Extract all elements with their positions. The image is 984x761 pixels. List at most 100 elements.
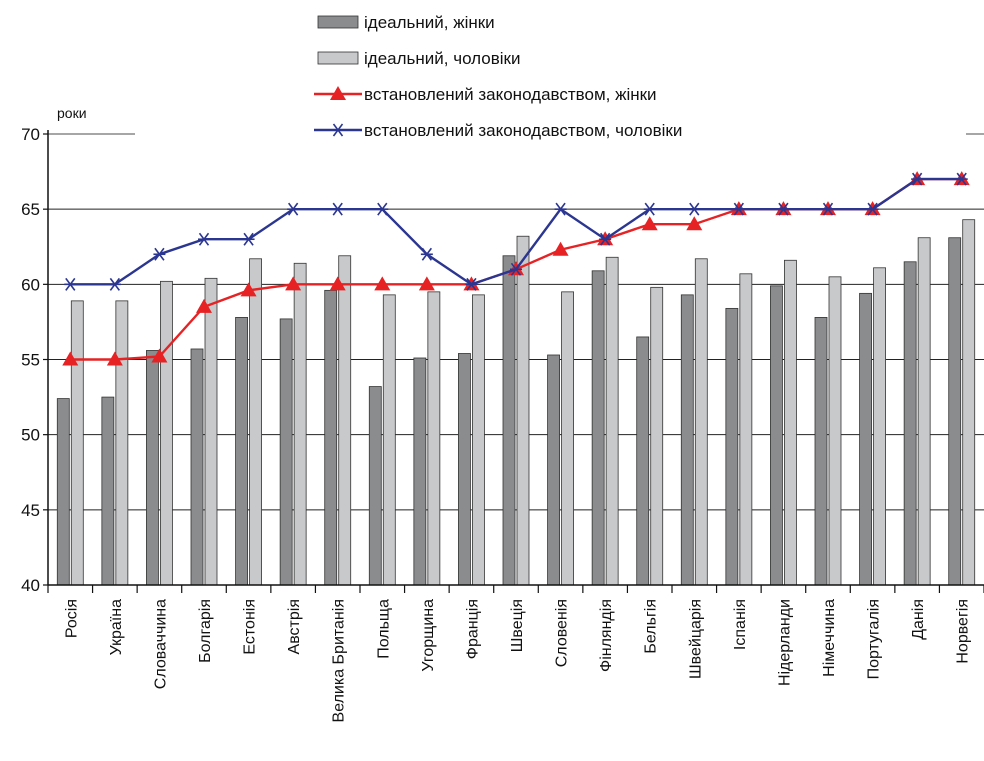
bar-women-ideal — [502, 255, 516, 586]
y-tick-label: 65 — [21, 200, 40, 219]
bar-men-ideal — [516, 235, 530, 586]
x-tick-label: Естонія — [242, 599, 259, 655]
bar-men-ideal — [115, 300, 129, 586]
point-men-legal — [554, 202, 567, 216]
point-men-legal — [777, 202, 790, 216]
y-tick-label: 55 — [21, 351, 40, 370]
x-tick-label: Україна — [108, 599, 125, 656]
y-axis-unit-label: роки — [57, 105, 87, 121]
legend-bar-1-swatch — [317, 51, 359, 65]
legend-line-2-marker — [330, 86, 346, 100]
bar-women-ideal — [324, 289, 338, 586]
point-men-legal — [64, 277, 77, 291]
point-women-legal — [641, 216, 658, 231]
bar-women-ideal — [413, 357, 427, 586]
legend-line-3-marker — [332, 123, 344, 137]
x-tick-label: Велика Британія — [331, 599, 348, 722]
bar-women-ideal — [948, 237, 962, 586]
point-women-legal — [62, 351, 79, 366]
point-men-legal — [108, 277, 121, 291]
x-tick-label: Німеччина — [821, 599, 838, 677]
bar-women-ideal — [368, 386, 382, 586]
bar-women-ideal — [279, 318, 293, 586]
x-tick-label: Норвегія — [955, 599, 972, 664]
point-women-legal — [686, 216, 703, 231]
bar-men-ideal — [70, 300, 84, 586]
legend-bar-1-label: ідеальний, чоловіки — [364, 49, 520, 68]
bar-men-ideal — [204, 277, 218, 586]
bar-men-ideal — [605, 256, 619, 586]
bar-women-ideal — [101, 396, 115, 586]
legend-line-2-label: встановлений законодавством, жінки — [364, 85, 657, 104]
point-men-legal — [510, 262, 522, 276]
legend-bar-0-swatch — [317, 15, 359, 29]
bar-women-ideal — [636, 336, 650, 586]
bar-women-ideal — [680, 294, 694, 586]
point-men-legal — [287, 202, 300, 216]
point-women-legal — [285, 276, 302, 291]
bar-men-ideal — [160, 280, 173, 586]
y-tick-label: 70 — [21, 125, 40, 144]
x-tick-label: Швеція — [509, 599, 526, 652]
point-women-legal — [552, 241, 569, 256]
point-men-legal — [643, 202, 656, 216]
x-tick-label: Польща — [375, 599, 392, 659]
bar-men-ideal — [784, 259, 797, 586]
bar-men-ideal — [427, 291, 441, 586]
bar-men-ideal — [828, 276, 842, 586]
bar-men-ideal — [338, 255, 352, 586]
bar-women-ideal — [458, 353, 471, 586]
x-tick-label: Росія — [63, 599, 80, 638]
x-tick-label: Словаччина — [152, 599, 169, 689]
bar-women-ideal — [859, 292, 872, 586]
x-tick-label: Австрія — [286, 599, 303, 654]
y-tick-label: 40 — [21, 576, 40, 595]
bar-women-ideal — [146, 350, 159, 586]
bar-men-ideal — [650, 286, 664, 586]
y-tick-label: 50 — [21, 426, 40, 445]
bar-women-ideal — [547, 354, 560, 586]
bar-women-ideal — [725, 307, 739, 586]
bar-women-ideal — [770, 285, 783, 586]
point-men-legal — [376, 202, 389, 216]
point-men-legal — [331, 202, 344, 216]
bar-men-ideal — [962, 219, 976, 586]
bar-men-ideal — [694, 258, 708, 586]
point-men-legal — [955, 172, 968, 186]
point-men-legal — [822, 202, 834, 216]
bar-men-ideal — [249, 258, 262, 586]
bar-men-ideal — [873, 267, 886, 586]
x-tick-label: Угорщина — [420, 599, 437, 672]
x-tick-label: Фінляндія — [598, 599, 615, 672]
bar-men-ideal — [561, 291, 574, 586]
point-men-legal — [911, 172, 924, 186]
bar-women-ideal — [235, 317, 248, 586]
y-tick-label: 60 — [21, 275, 40, 294]
legend-line-3-label: встановлений законодавством, чоловіки — [364, 121, 682, 140]
point-women-legal — [196, 298, 212, 313]
point-men-legal — [688, 202, 701, 216]
x-tick-label: Нідерланди — [776, 599, 793, 686]
x-tick-label: Португалія — [866, 599, 883, 679]
point-men-legal — [599, 232, 612, 246]
bar-women-ideal — [814, 317, 828, 586]
point-women-legal — [329, 276, 346, 291]
point-men-legal — [732, 202, 745, 216]
point-men-legal — [465, 277, 478, 291]
x-tick-label: Болгарія — [197, 599, 214, 663]
bar-men-ideal — [917, 237, 931, 586]
point-women-legal — [240, 282, 257, 297]
x-tick-label: Франція — [464, 599, 481, 659]
bar-men-ideal — [739, 273, 753, 586]
point-women-legal — [106, 351, 123, 366]
y-tick-label: 45 — [21, 501, 40, 520]
bar-men-ideal — [472, 294, 485, 586]
x-tick-label: Данія — [910, 599, 927, 640]
point-women-legal — [374, 276, 391, 291]
x-tick-label: Словенія — [554, 599, 571, 667]
point-women-legal — [418, 276, 435, 291]
bar-women-ideal — [591, 270, 605, 586]
point-men-legal — [198, 232, 210, 246]
point-men-legal — [866, 202, 879, 216]
